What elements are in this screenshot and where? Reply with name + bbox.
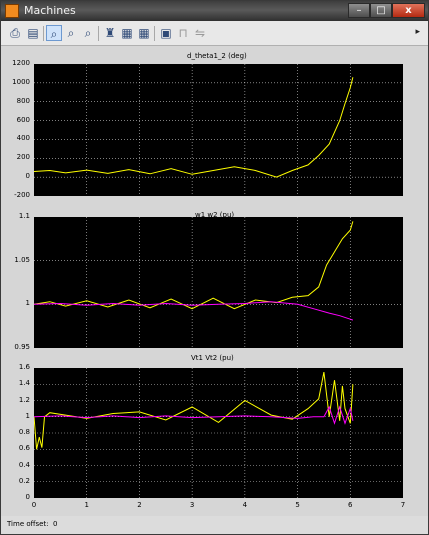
window-title: Machines <box>24 4 76 17</box>
x-tick-label: 7 <box>400 501 406 509</box>
y-tick-label: 200 <box>16 153 30 162</box>
x-tick-label: 4 <box>242 501 248 509</box>
zoom-x-icon[interactable]: ⌕ <box>67 26 75 40</box>
y-tick-label: 400 <box>16 134 30 143</box>
series-line-1 <box>33 77 354 178</box>
y-tick-label: 1.1 <box>18 212 30 220</box>
x-tick-label: 5 <box>295 501 300 509</box>
y-tick-label: 1.2 <box>18 395 30 404</box>
plot-area: d_theta1_2 (deg) 1200 1000 800 600 400 200 0 -2… <box>1 46 428 516</box>
toolbar-overflow-icon[interactable]: ▸ <box>415 27 420 37</box>
parameters-icon[interactable]: ▣ <box>160 26 172 40</box>
restore-axes-icon[interactable]: ▦ <box>138 26 150 40</box>
series-line-1 <box>33 221 354 310</box>
y-tick-label: 1200 <box>12 59 30 67</box>
toolbar-separator <box>43 26 44 41</box>
x-tick-label: 0 <box>31 501 37 509</box>
y-tick-label: 0.2 <box>18 476 30 485</box>
signal-selection-icon[interactable]: ⇋ <box>194 26 206 40</box>
x-tick-label: 3 <box>189 501 195 509</box>
lock-icon[interactable]: ⊓ <box>178 26 188 40</box>
maximize-button[interactable]: □ <box>370 3 392 18</box>
binoculars-icon[interactable]: ♜ <box>104 26 116 40</box>
plot-title-1: d_theta1_2 (deg) <box>187 52 247 60</box>
zoom-in-icon[interactable]: ⌕ <box>46 25 62 41</box>
save-axes-settings-icon[interactable]: ▦ <box>121 26 133 40</box>
printer-icon[interactable]: ⎙ <box>10 26 20 40</box>
time-offset-label: Time offset: <box>7 520 49 528</box>
y-tick-label: 0.6 <box>18 444 30 453</box>
series-line-2 <box>33 301 354 321</box>
plot-title-3: Vt1 Vt2 (pu) <box>191 354 234 362</box>
axes-1[interactable] <box>33 64 403 196</box>
status-bar: Time offset: 0 <box>1 516 428 534</box>
y-tick-label: 1000 <box>12 77 30 86</box>
plot-1-svg <box>33 64 403 196</box>
y-tick-label: 0 <box>25 493 30 501</box>
x-tick-label: 2 <box>137 501 142 509</box>
toolbar-separator <box>98 26 99 41</box>
x-tick-label: 6 <box>348 501 353 509</box>
title-bar[interactable]: Machines – □ x <box>1 1 428 21</box>
y-tick-label: 800 <box>16 96 30 105</box>
y-tick-label: 0 <box>25 172 30 181</box>
zoom-y-icon[interactable]: ⌕ <box>84 26 92 40</box>
y-tick-label: 1.05 <box>14 255 30 264</box>
plot-title-2: w1 w2 (pu) <box>195 211 235 219</box>
x-tick-label: 1 <box>84 501 89 509</box>
series-line-1 <box>33 372 354 450</box>
close-button[interactable]: x <box>392 3 425 18</box>
minimize-button[interactable]: – <box>348 3 370 18</box>
toolbar: ⎙ ▤ ⌕ ⌕ ⌕ ♜ ▦ ▦ ▣ ⊓ ⇋ ▸ <box>1 21 428 46</box>
y-tick-label: 0.8 <box>18 428 30 436</box>
y-tick-label: -200 <box>14 191 30 199</box>
axes-3[interactable] <box>33 368 403 498</box>
y-tick-label: 600 <box>16 115 30 124</box>
toolbar-separator <box>154 26 155 41</box>
y-tick-label: 1.4 <box>18 379 30 388</box>
matlab-icon <box>5 4 19 18</box>
y-tick-label: 1.6 <box>18 363 30 371</box>
y-tick-label: 0.95 <box>14 343 30 351</box>
y-tick-label: 0.4 <box>18 460 30 469</box>
series-line-2 <box>33 405 354 425</box>
y-tick-label: 1 <box>25 411 30 420</box>
plot-2-svg <box>33 217 403 348</box>
print-preview-icon[interactable]: ▤ <box>27 26 39 40</box>
plot-3-svg <box>33 368 403 498</box>
y-tick-label: 1 <box>25 299 30 308</box>
time-offset-value: 0 <box>53 520 58 528</box>
axes-2[interactable] <box>33 217 403 348</box>
